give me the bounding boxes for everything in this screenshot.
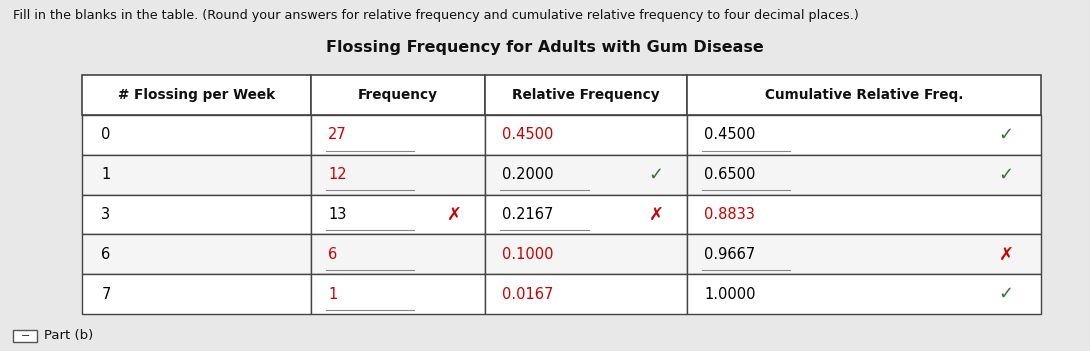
Bar — [82, 115, 311, 155]
Text: Flossing Frequency for Adults with Gum Disease: Flossing Frequency for Adults with Gum D… — [326, 40, 764, 55]
Text: Frequency: Frequency — [358, 88, 438, 102]
Bar — [13, 330, 37, 342]
Text: 6: 6 — [328, 247, 337, 262]
Text: Relative Frequency: Relative Frequency — [512, 88, 659, 102]
Bar — [485, 75, 687, 115]
Text: ✗: ✗ — [447, 205, 462, 224]
Bar — [311, 115, 485, 155]
Text: 0.8833: 0.8833 — [704, 207, 755, 222]
Bar — [687, 155, 1041, 194]
Text: ✗: ✗ — [998, 245, 1014, 263]
Text: 1: 1 — [328, 287, 337, 302]
Text: 6: 6 — [101, 247, 110, 262]
Bar — [485, 194, 687, 234]
Text: −: − — [21, 331, 29, 341]
Text: 7: 7 — [101, 287, 111, 302]
Bar — [82, 234, 311, 274]
Text: 0.6500: 0.6500 — [704, 167, 755, 182]
Bar — [82, 274, 311, 314]
Text: 0.1000: 0.1000 — [502, 247, 554, 262]
Bar — [485, 115, 687, 155]
Bar — [311, 234, 485, 274]
Text: 12: 12 — [328, 167, 347, 182]
Text: ✓: ✓ — [649, 166, 664, 184]
Text: ✓: ✓ — [998, 285, 1014, 303]
Text: ✓: ✓ — [998, 126, 1014, 144]
Text: Part (b): Part (b) — [44, 329, 93, 343]
Bar — [485, 234, 687, 274]
Bar — [485, 274, 687, 314]
Bar — [687, 194, 1041, 234]
Bar — [311, 274, 485, 314]
Bar — [311, 155, 485, 194]
Text: 0: 0 — [101, 127, 111, 142]
Bar — [485, 155, 687, 194]
Text: 1: 1 — [101, 167, 110, 182]
Bar — [311, 75, 485, 115]
Text: Fill in the blanks in the table. (Round your answers for relative frequency and : Fill in the blanks in the table. (Round … — [13, 9, 859, 22]
Text: 27: 27 — [328, 127, 347, 142]
Bar — [687, 115, 1041, 155]
Bar — [311, 194, 485, 234]
Bar — [687, 234, 1041, 274]
Text: 3: 3 — [101, 207, 110, 222]
Bar — [82, 155, 311, 194]
Text: 13: 13 — [328, 207, 347, 222]
Text: 0.9667: 0.9667 — [704, 247, 755, 262]
Text: # Flossing per Week: # Flossing per Week — [118, 88, 275, 102]
Bar — [687, 274, 1041, 314]
Text: 0.4500: 0.4500 — [704, 127, 755, 142]
Text: 0.4500: 0.4500 — [502, 127, 554, 142]
Text: 0.2167: 0.2167 — [502, 207, 554, 222]
Text: 1.0000: 1.0000 — [704, 287, 755, 302]
Text: 0.0167: 0.0167 — [502, 287, 554, 302]
Bar — [82, 75, 311, 115]
Text: Cumulative Relative Freq.: Cumulative Relative Freq. — [765, 88, 962, 102]
Text: 0.2000: 0.2000 — [502, 167, 554, 182]
Bar — [687, 75, 1041, 115]
Text: ✓: ✓ — [998, 166, 1014, 184]
Text: ✗: ✗ — [649, 205, 664, 224]
Bar — [82, 194, 311, 234]
